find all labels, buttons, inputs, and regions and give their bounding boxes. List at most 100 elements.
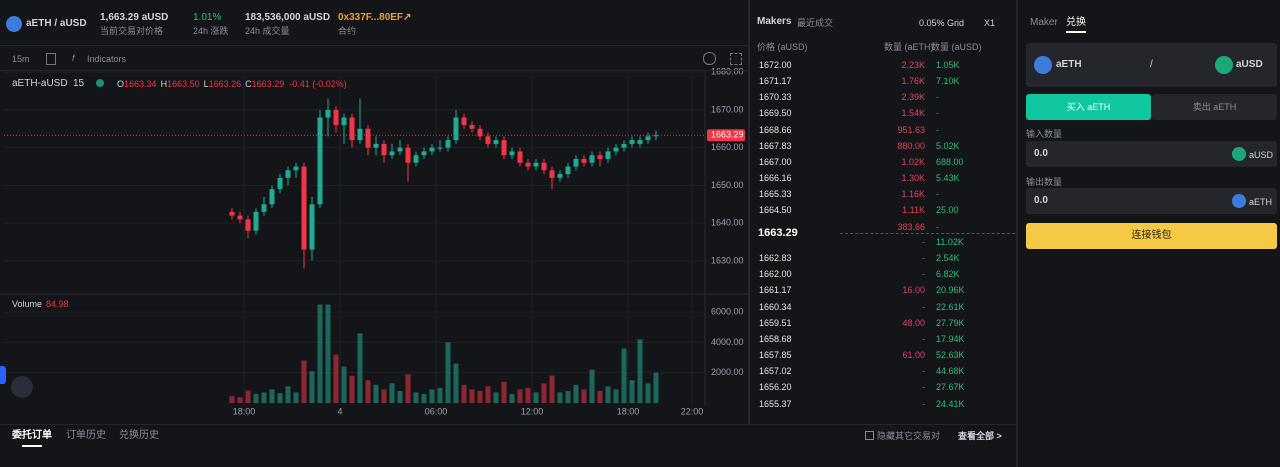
y-tick-label: 6000.00 — [711, 307, 744, 317]
candle-body — [549, 170, 555, 178]
ohlc-legend: O1663.34 H1663.50 L1663.26 C1663.29 -0.41 (-… — [117, 78, 347, 90]
tab-maker[interactable]: Maker — [1030, 17, 1058, 28]
volume-bar — [389, 383, 395, 403]
input-value[interactable]: 0.0 — [1034, 148, 1048, 159]
tab-swap[interactable]: 兑换 — [1066, 17, 1086, 28]
grid-select[interactable]: 0.05% Grid — [919, 18, 965, 28]
slash: / — [1150, 59, 1153, 70]
buy-label[interactable]: 买入 aETH — [1066, 102, 1111, 112]
book-quote: 20.96K — [936, 285, 965, 296]
contract-label: 合约 — [338, 26, 357, 36]
sell-label[interactable]: 卖出 aETH — [1192, 102, 1237, 112]
fx-icon[interactable]: f — [72, 53, 75, 63]
from-token[interactable]: aETH — [1056, 59, 1082, 70]
candle-body — [421, 151, 427, 156]
candle-body — [613, 147, 619, 152]
volume-bar — [581, 389, 587, 403]
book-base: 383.66 — [897, 221, 925, 232]
price-label[interactable]: 当前交易对价格 — [100, 26, 164, 36]
connect-label[interactable]: 连接钱包 — [1131, 230, 1172, 241]
book-quote: 24.41K — [936, 398, 965, 409]
book-base: 1.16K — [901, 189, 925, 200]
volume-label: 24h 成交量 — [245, 26, 290, 36]
x-tick-label: 18:00 — [617, 406, 640, 416]
legend-value: 1663.29 — [251, 79, 285, 89]
buy-button[interactable] — [1026, 94, 1151, 120]
divider — [0, 70, 748, 71]
footer-tab[interactable]: 委托订单 — [12, 430, 52, 441]
to-token[interactable]: aUSD — [1236, 59, 1263, 70]
book-quote: 5.43K — [936, 173, 960, 184]
book-quote: 17.94K — [936, 333, 965, 344]
connect-button[interactable] — [1026, 223, 1277, 249]
col-base: 数量 (aETH) — [884, 42, 934, 52]
symbol: aETH-aUSD — [12, 78, 68, 89]
sell-button[interactable] — [1152, 94, 1277, 120]
volume-bar — [541, 383, 547, 403]
volume-bar — [445, 342, 451, 403]
output-label: 输出数量 — [1026, 177, 1063, 187]
x-tick-label: 06:00 — [425, 406, 448, 416]
volume-bar — [613, 389, 619, 403]
volume-bar — [525, 387, 531, 403]
volume-bar — [277, 393, 283, 403]
candle-body — [293, 166, 299, 171]
book-price: 1657.85 — [759, 350, 792, 361]
volume-bar — [469, 389, 475, 403]
candle-body — [493, 140, 499, 144]
candle-body — [381, 143, 387, 156]
view-all[interactable]: 查看全部 > — [958, 431, 1002, 441]
candle-body — [621, 143, 627, 148]
candle-body — [325, 109, 331, 118]
fullscreen-icon[interactable] — [730, 53, 742, 65]
token-box — [1026, 43, 1277, 87]
candle-body — [229, 211, 235, 216]
volume-last: 84.98 — [46, 299, 69, 309]
multiplier[interactable]: X1 — [984, 18, 996, 28]
book-price: 1669.50 — [759, 108, 792, 119]
pair[interactable]: aETH / aUSD — [26, 18, 87, 29]
tab-trades[interactable]: 最近成交 — [797, 18, 834, 28]
book-price: 1667.00 — [759, 156, 792, 167]
contract[interactable]: 0x337F...80EF↗ — [338, 12, 412, 23]
candle-body — [405, 147, 411, 163]
volume-bar — [365, 380, 371, 403]
interval[interactable]: 15m — [12, 54, 30, 64]
book-quote: 1.05K — [936, 60, 960, 70]
tab-makers[interactable]: Makers — [757, 16, 792, 27]
volume-bar — [349, 375, 355, 403]
hide-others[interactable]: 隐藏其它交易对 — [877, 431, 941, 441]
side-handle[interactable] — [0, 366, 6, 384]
divider — [748, 0, 750, 425]
volume-bar — [245, 390, 251, 403]
book-price: 1657.02 — [759, 366, 792, 377]
legend-key: L — [203, 79, 209, 89]
volume-bar — [549, 375, 555, 403]
logo-button[interactable] — [11, 376, 33, 398]
volume-bar — [237, 397, 243, 403]
footer-tab[interactable]: 兑换历史 — [119, 430, 159, 441]
book-price: 1655.37 — [759, 398, 792, 409]
footer-tab[interactable]: 订单历史 — [66, 430, 106, 441]
book-base: 1.76K — [901, 76, 925, 87]
volume-bar — [557, 392, 563, 403]
book-base: - — [922, 398, 925, 409]
col-quote: 数量 (aUSD) — [931, 42, 982, 52]
last-price-tag — [707, 129, 745, 142]
candle-icon[interactable] — [46, 53, 56, 65]
x-tick-label: 18:00 — [233, 406, 256, 416]
input-token: aUSD — [1249, 150, 1274, 160]
candle-body — [277, 177, 283, 190]
candle-body — [477, 128, 483, 137]
divider — [0, 424, 1016, 425]
legend-value: 1663.26 — [208, 79, 242, 89]
book-base: 2.23K — [901, 60, 925, 70]
settings-icon[interactable] — [703, 52, 716, 65]
indicators[interactable]: Indicators — [87, 54, 127, 64]
volume-bar — [629, 380, 635, 403]
volume-bar — [605, 386, 611, 403]
book-base: 16.00 — [902, 285, 925, 296]
book-price: 1672.00 — [759, 60, 792, 70]
checkbox[interactable] — [865, 431, 874, 440]
book-base: 1.30K — [901, 173, 925, 184]
